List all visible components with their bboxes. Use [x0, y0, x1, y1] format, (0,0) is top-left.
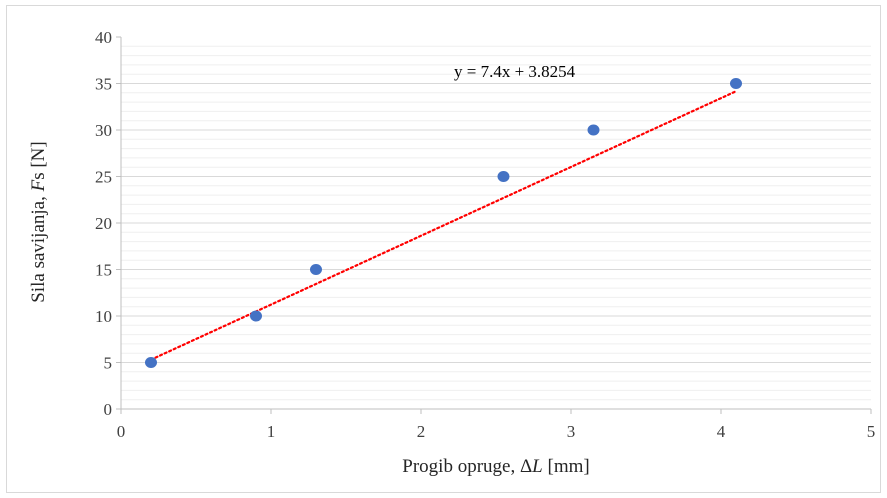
y-tick-label: 15: [95, 261, 112, 280]
data-point: [310, 264, 322, 275]
data-points: [145, 78, 742, 368]
x-axis-title: Progib opruge, ΔL [mm]: [402, 456, 589, 477]
data-point: [497, 171, 510, 182]
y-tick-label: 25: [95, 168, 112, 187]
x-tick-label: 0: [117, 422, 126, 441]
y-axis-title-symbol: F: [28, 179, 49, 192]
x-tick-label: 5: [867, 422, 876, 441]
y-tick-label: 5: [104, 354, 113, 373]
x-axis-title-suffix: [mm]: [543, 456, 590, 477]
y-tick-label: 0: [104, 400, 113, 419]
x-tick-label: 4: [717, 422, 726, 441]
gridlines: [121, 45, 871, 401]
x-tick-label: 1: [267, 422, 276, 441]
x-tick-label: 2: [417, 422, 426, 441]
y-tick-label: 20: [95, 214, 112, 233]
y-axis-title-prefix: Sila savijanja,: [28, 191, 49, 302]
y-tick-label: 40: [95, 28, 112, 47]
y-tick-label: 10: [95, 307, 112, 326]
data-point: [730, 78, 742, 89]
trendline: [149, 90, 738, 361]
y-tick-label: 30: [95, 121, 112, 140]
x-axis-title-prefix: Progib opruge, Δ: [402, 456, 532, 477]
axes: [116, 36, 872, 414]
data-point: [587, 124, 600, 136]
x-axis-title-symbol: L: [531, 456, 543, 477]
y-tick-label: 35: [95, 75, 112, 94]
data-point: [250, 310, 262, 322]
trendline-group: [149, 90, 738, 361]
tick-labels: 0 5 10 15 20 25 30 35 40 0 1 2 3 4 5: [95, 28, 875, 441]
trendline-equation: y = 7.4x + 3.8254: [454, 62, 576, 81]
y-axis-title: Sila savijanja, Fs [N]: [28, 141, 49, 302]
x-tick-label: 3: [567, 422, 576, 441]
data-point: [145, 357, 157, 368]
y-axis-title-suffix: s [N]: [28, 141, 49, 180]
